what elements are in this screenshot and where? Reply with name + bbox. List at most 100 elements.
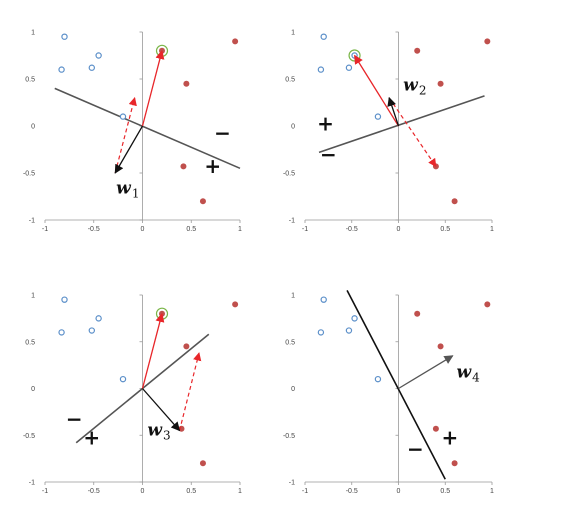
y-tick-label: -0.5 xyxy=(23,171,35,178)
decision-boundary xyxy=(318,95,485,154)
x-tick-label: 0 xyxy=(141,226,145,233)
x-vector-arrow xyxy=(141,49,165,127)
x-tick-label: 1 xyxy=(490,226,494,233)
y-tick-label: 0 xyxy=(31,124,35,131)
positive-point xyxy=(414,310,421,317)
x-tick-label: 1 xyxy=(238,488,242,495)
negative-point xyxy=(119,375,127,383)
y-tick-label: -1 xyxy=(289,218,295,225)
plus-sign: + xyxy=(83,426,100,450)
negative-point xyxy=(351,315,358,322)
minus-sign: − xyxy=(214,121,231,145)
x-tick-label: 1 xyxy=(490,488,494,495)
positive-point xyxy=(199,198,206,205)
y-tick-label: -1 xyxy=(289,480,295,487)
y-tick-label: 0.5 xyxy=(285,77,295,84)
x-tick-label: -0.5 xyxy=(88,488,100,495)
y-tick-label: 0 xyxy=(31,386,35,393)
negative-point xyxy=(320,296,327,303)
negative-point xyxy=(95,315,102,322)
x-tick-label: 1 xyxy=(238,226,242,233)
x-tick-label: -0.5 xyxy=(88,226,100,233)
plus-sign: + xyxy=(204,154,221,178)
negative-point xyxy=(317,329,325,336)
weight-label: w1 xyxy=(116,179,139,201)
negative-point xyxy=(58,66,65,73)
positive-point xyxy=(432,425,439,432)
weight-vector-arrow xyxy=(398,355,454,390)
negative-point xyxy=(317,66,325,73)
negative-point xyxy=(374,375,382,383)
decision-boundary xyxy=(54,87,241,170)
positive-point xyxy=(484,301,491,308)
negative-point xyxy=(58,329,65,336)
x-tick-label: 0.5 xyxy=(186,488,196,495)
x-tick-label: 0 xyxy=(397,226,401,233)
y-tick-label: -0.5 xyxy=(283,171,295,178)
x-tick-label: 0.5 xyxy=(440,488,450,495)
y-tick-label: -0.5 xyxy=(23,433,35,440)
x-vector-arrow xyxy=(141,312,165,389)
negative-point xyxy=(345,64,353,71)
positive-point xyxy=(414,47,421,54)
panel-1: -1 -0.5 0 0.5 1 1 0.5 0 -0.5 -1 w1 + − xyxy=(23,30,242,234)
x-tick-label: 0 xyxy=(141,488,145,495)
negative-point xyxy=(345,327,353,334)
y-tick-label: 0.5 xyxy=(25,339,35,346)
negative-point xyxy=(95,52,102,59)
x-tick-label: -0.5 xyxy=(346,488,358,495)
plus-sign: + xyxy=(317,112,334,136)
positive-point xyxy=(232,301,239,308)
positive-point xyxy=(180,163,187,170)
x-tick-label: 0.5 xyxy=(186,226,196,233)
weight-vector-arrow xyxy=(142,388,181,432)
positive-point xyxy=(178,425,185,432)
positive-point xyxy=(199,460,206,467)
weight-label: w4 xyxy=(456,362,480,384)
x-tick-label: -0.5 xyxy=(346,226,358,233)
dashed-update-arrow xyxy=(388,97,437,168)
panel-4: -1 -0.5 0 0.5 1 1 0.5 0 -0.5 -1 w4 +− xyxy=(283,289,494,495)
weight-label: w2 xyxy=(403,75,426,97)
x-vector-arrow xyxy=(354,54,400,127)
y-tick-label: 1 xyxy=(31,30,35,37)
x-tick-label: 0.5 xyxy=(440,226,450,233)
minus-sign: − xyxy=(407,437,424,461)
positive-point xyxy=(183,343,190,350)
y-tick-label: -0.5 xyxy=(283,433,295,440)
panel-3: -1 -0.5 0 0.5 1 1 0.5 0 -0.5 -1 w3 +− xyxy=(23,293,242,496)
weight-label: w3 xyxy=(147,420,170,442)
plus-sign: + xyxy=(442,426,459,450)
y-tick-label: 0 xyxy=(291,386,295,393)
negative-point xyxy=(61,33,68,40)
x-tick-label: -1 xyxy=(42,226,48,233)
positive-point xyxy=(183,80,190,87)
positive-point xyxy=(451,460,458,467)
x-tick-label: -1 xyxy=(302,488,308,495)
negative-point xyxy=(119,113,127,120)
panel-2: -1 -0.5 0 0.5 1 1 0.5 0 -0.5 -1 w2 + − xyxy=(283,30,494,234)
positive-point xyxy=(232,38,239,45)
y-tick-label: 0.5 xyxy=(25,77,35,84)
weight-vector-arrow xyxy=(387,96,400,127)
positive-point xyxy=(484,38,491,45)
negative-point xyxy=(320,33,327,40)
negative-point xyxy=(88,327,96,334)
minus-sign: − xyxy=(66,407,83,431)
y-tick-label: 0.5 xyxy=(285,339,295,346)
y-tick-label: 1 xyxy=(31,293,35,300)
negative-point xyxy=(88,64,96,71)
positive-point xyxy=(437,80,444,87)
y-tick-label: 1 xyxy=(291,30,295,37)
y-tick-label: -1 xyxy=(29,480,35,487)
positive-point xyxy=(451,198,458,205)
y-tick-label: -1 xyxy=(29,218,35,225)
y-tick-label: 0 xyxy=(291,124,295,131)
dashed-update-arrow xyxy=(178,352,202,431)
x-tick-label: -1 xyxy=(42,488,48,495)
x-tick-label: -1 xyxy=(302,226,308,233)
weight-vector-arrow xyxy=(114,125,144,174)
positive-point xyxy=(437,343,444,350)
decision-boundary xyxy=(346,289,446,480)
